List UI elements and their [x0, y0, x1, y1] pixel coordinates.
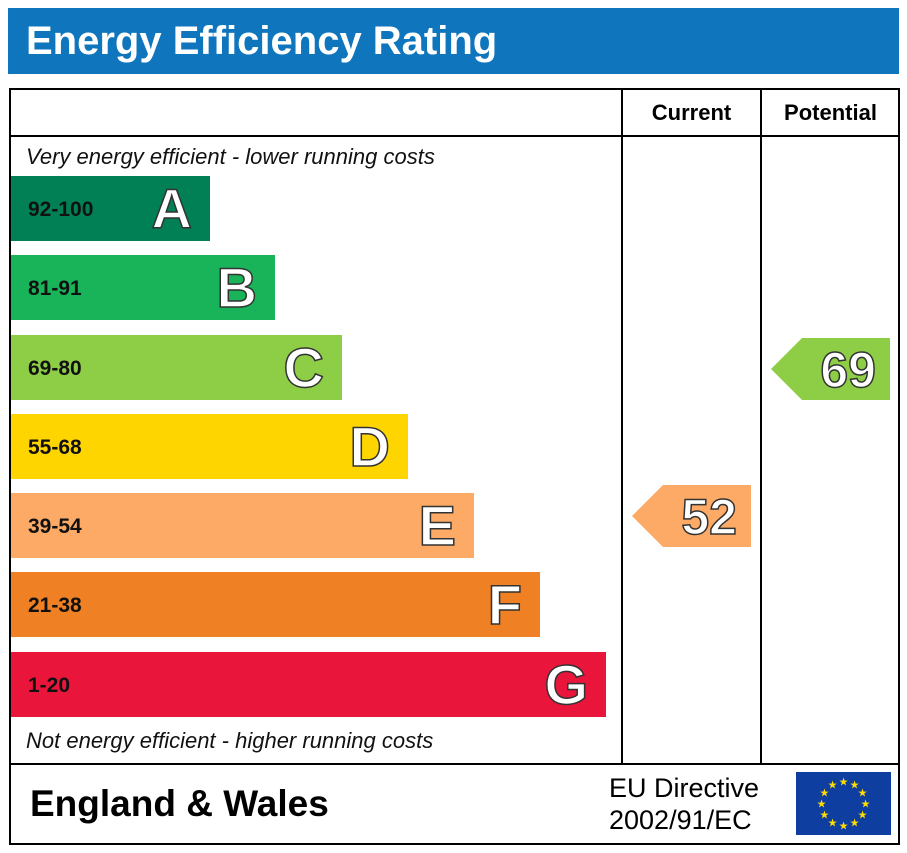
band-range: 69-80 — [28, 357, 82, 380]
band-bar-A: 92-100 A — [11, 176, 210, 241]
chart-title: Energy Efficiency Rating — [8, 8, 899, 74]
star-icon: ★ — [858, 788, 868, 800]
directive-line1: EU Directive — [609, 773, 760, 803]
chart-frame — [9, 88, 900, 845]
star-icon: ★ — [839, 821, 849, 833]
column-header-current: Current — [651, 100, 732, 125]
band-letter: C — [283, 335, 325, 400]
eu-flag-icon: ★ ★ ★ ★ ★ ★ ★ ★ ★ ★ ★ ★ — [796, 772, 891, 835]
band-range: 39-54 — [28, 515, 82, 538]
divider — [9, 135, 900, 137]
bottom-note: Not energy efficient - higher running co… — [26, 728, 434, 753]
star-icon: ★ — [817, 799, 827, 811]
band-range: 81-91 — [28, 277, 82, 300]
star-icon: ★ — [828, 818, 838, 830]
eu-directive: EU Directive 2002/91/EC — [609, 772, 759, 836]
star-icon: ★ — [850, 818, 860, 830]
star-icon: ★ — [820, 810, 830, 822]
band-letter: F — [487, 572, 523, 637]
band-range: 92-100 — [28, 198, 94, 221]
band-bar-F: 21-38 F — [11, 572, 540, 637]
potential-rating-value: 69 — [820, 341, 877, 399]
potential-rating-arrow: 69 — [771, 338, 890, 400]
band-bar-B: 81-91 B — [11, 255, 275, 320]
band-letter: E — [418, 493, 457, 558]
band-bar-D: 55-68 D — [11, 414, 408, 479]
directive-line2: 2002/91/EC — [609, 805, 752, 835]
band-bar-C: 69-80 C — [11, 335, 342, 400]
divider — [9, 763, 900, 765]
band-range: 21-38 — [28, 594, 82, 617]
band-letter: G — [544, 652, 589, 717]
band-range: 55-68 — [28, 436, 82, 459]
band-bar-E: 39-54 E — [11, 493, 474, 558]
arrow-shape — [771, 338, 890, 400]
star-icon: ★ — [858, 810, 868, 822]
divider — [760, 88, 762, 765]
column-header-potential: Potential — [784, 100, 877, 125]
divider — [621, 88, 623, 765]
star-icon: ★ — [828, 779, 838, 791]
star-icon: ★ — [839, 777, 849, 789]
star-icon: ★ — [861, 799, 871, 811]
arrow-shape — [632, 485, 751, 547]
current-rating-arrow: 52 — [632, 485, 751, 547]
band-bar-G: 1-20 G — [11, 652, 606, 717]
band-letter: B — [216, 255, 258, 320]
band-letter: A — [151, 176, 193, 241]
star-icon: ★ — [850, 779, 860, 791]
star-icon: ★ — [820, 788, 830, 800]
current-rating-value: 52 — [681, 488, 738, 546]
top-note: Very energy efficient - lower running co… — [26, 144, 435, 169]
band-range: 1-20 — [28, 674, 71, 697]
band-letter: D — [349, 414, 391, 479]
region-label: England & Wales — [30, 783, 329, 824]
